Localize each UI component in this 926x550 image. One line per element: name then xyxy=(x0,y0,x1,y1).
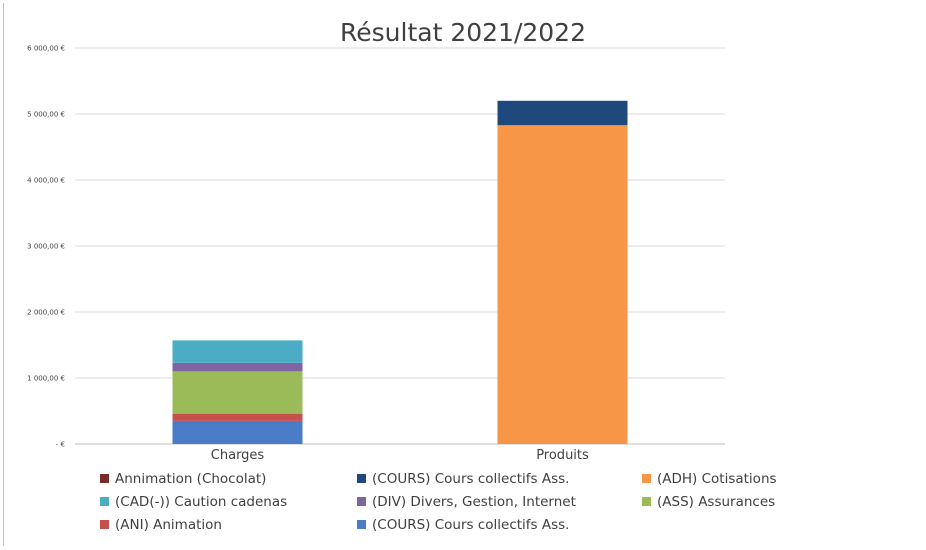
y-axis-ticks: - € 1 000,00 € 2 000,00 € 3 000,00 € 4 000,0… xyxy=(27,45,65,449)
bar-segment xyxy=(172,362,303,372)
legend-swatch xyxy=(357,497,366,506)
legend-item: (ANI) Animation xyxy=(100,516,357,533)
legend-item: (COURS) Cours collectifs Ass. xyxy=(357,516,642,533)
legend-swatch xyxy=(642,497,651,506)
legend-item: (ADH) Cotisations xyxy=(642,470,872,487)
bar-segment xyxy=(172,420,303,444)
bar-segment xyxy=(497,125,628,444)
chart-frame xyxy=(3,3,921,546)
bar-segment xyxy=(172,340,303,363)
bars xyxy=(172,100,628,444)
chart-title: Résultat 2021/2022 xyxy=(340,18,586,47)
legend-swatch xyxy=(642,474,651,483)
legend-item: (COURS) Cours collectifs Ass. xyxy=(357,470,642,487)
bar-segment xyxy=(497,100,628,126)
legend-swatch xyxy=(100,497,109,506)
y-tick-label: 6 000,00 € xyxy=(27,45,65,53)
legend-swatch xyxy=(100,520,109,529)
legend: Annimation (Chocolat) (COURS) Cours colle… xyxy=(100,470,880,533)
legend-label: (DIV) Divers, Gestion, Internet xyxy=(372,493,576,510)
bar-segment xyxy=(172,413,303,421)
y-tick-label: 3 000,00 € xyxy=(27,243,65,251)
legend-label: (COURS) Cours collectifs Ass. xyxy=(372,516,570,533)
x-axis-categories: Charges Produits xyxy=(211,448,589,463)
legend-label: Annimation (Chocolat) xyxy=(115,470,267,487)
legend-label: (CAD(-)) Caution cadenas xyxy=(115,493,288,510)
legend-swatch xyxy=(100,474,109,483)
legend-item: (DIV) Divers, Gestion, Internet xyxy=(357,493,642,510)
x-category-label: Produits xyxy=(536,448,589,463)
legend-label: (ASS) Assurances xyxy=(657,493,776,510)
y-tick-label: 2 000,00 € xyxy=(27,309,65,317)
legend-item: (ASS) Assurances xyxy=(642,493,872,510)
legend-label: (COURS) Cours collectifs Ass. xyxy=(372,470,570,487)
legend-swatch xyxy=(357,520,366,529)
y-tick-label: - € xyxy=(56,441,65,449)
legend-label: (ADH) Cotisations xyxy=(657,470,777,487)
bar-segment xyxy=(172,371,303,414)
y-tick-label: 4 000,00 € xyxy=(27,177,65,185)
legend-item: (CAD(-)) Caution cadenas xyxy=(100,493,357,510)
y-tick-label: 1 000,00 € xyxy=(27,375,65,383)
legend-swatch xyxy=(357,474,366,483)
legend-item: Annimation (Chocolat) xyxy=(100,470,357,487)
legend-label: (ANI) Animation xyxy=(115,516,222,533)
y-tick-label: 5 000,00 € xyxy=(27,111,65,119)
x-category-label: Charges xyxy=(211,448,265,463)
